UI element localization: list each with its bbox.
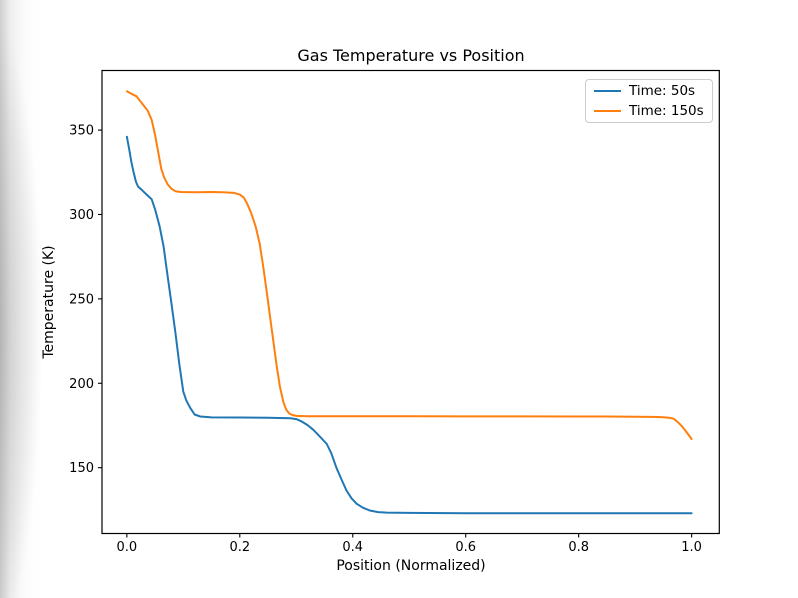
legend-line-sample-orange: [594, 110, 621, 112]
legend-item-label: Time: 150s: [629, 103, 704, 119]
x-tick-label: 0.2: [229, 540, 250, 555]
y-tick-label: 300: [69, 208, 94, 223]
legend-item: Time: 50s: [594, 83, 704, 99]
x-axis-label: Position (Normalized): [336, 558, 486, 574]
legend-item-label: Time: 50s: [629, 83, 696, 99]
legend-line-sample-blue: [594, 90, 621, 92]
x-tick-label: 0.6: [455, 540, 476, 555]
x-tick-label: 0.0: [117, 540, 138, 555]
chart-title: Gas Temperature vs Position: [297, 46, 525, 65]
axes-frame: [101, 69, 720, 535]
y-tick-label: 150: [69, 461, 94, 476]
legend-item: Time: 150s: [594, 103, 704, 119]
x-tick-label: 0.4: [342, 540, 363, 555]
y-tick-label: 250: [69, 292, 94, 307]
x-tick-label: 1.0: [681, 540, 702, 555]
x-tick-label: 0.8: [568, 540, 589, 555]
series-line-time-150s: [125, 90, 693, 440]
series-line-time-50s: [125, 135, 693, 515]
legend: Time: 50s Time: 150s: [585, 79, 713, 123]
y-tick-label: 350: [69, 124, 94, 139]
y-tick-label: 200: [69, 377, 94, 392]
